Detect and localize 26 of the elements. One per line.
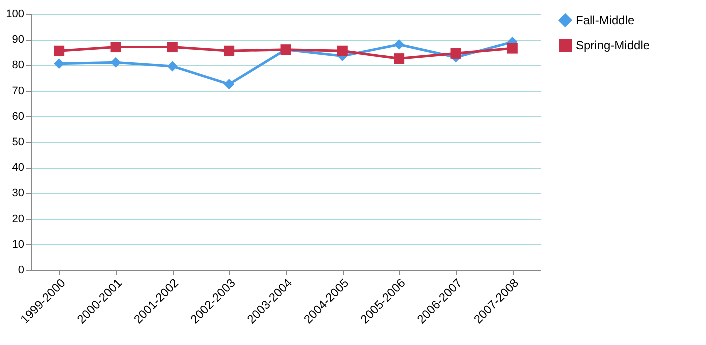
point [394, 54, 405, 64]
point [224, 79, 235, 90]
legend-label: Spring-Middle [576, 38, 650, 52]
y-tick-label: 20 [12, 213, 24, 226]
y-tick-label: 50 [12, 136, 24, 148]
point [507, 43, 518, 54]
y-tick-label: 40 [12, 162, 24, 174]
point [224, 46, 235, 56]
point [167, 61, 178, 72]
y-tick-label: 90 [12, 34, 24, 46]
point [110, 42, 122, 53]
point [394, 39, 405, 50]
y-tick-label: 10 [12, 238, 24, 251]
point [337, 46, 348, 56]
legend-label: Fall-Middle [576, 14, 636, 28]
y-tick-label: 30 [12, 188, 24, 200]
y-tick-label: 60 [12, 110, 24, 123]
point [167, 42, 178, 53]
point [110, 57, 122, 68]
y-tick-label: 100 [6, 8, 24, 20]
y-tick-label: 80 [12, 60, 24, 72]
y-tick-label: 70 [12, 85, 24, 98]
point [54, 58, 65, 70]
point [54, 46, 65, 56]
y-tick-label: 0 [18, 264, 24, 276]
point [450, 48, 462, 59]
